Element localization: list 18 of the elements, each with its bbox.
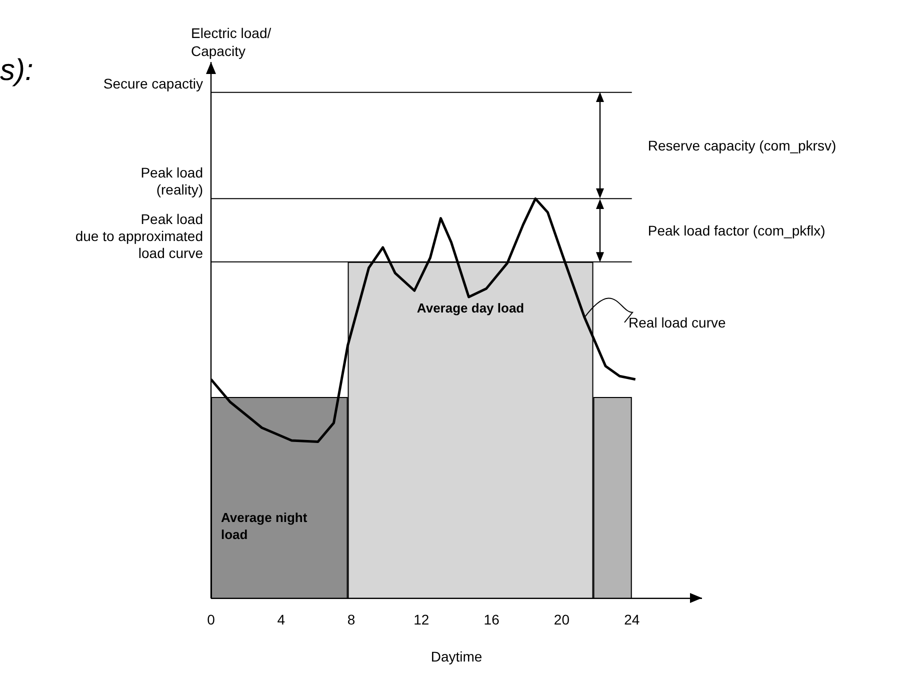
x-tick-label: 8 (347, 612, 356, 628)
x-tick-label: 12 (414, 612, 430, 628)
text: Electric load/ Capacity (191, 25, 272, 59)
text: Reserve capacity (com_pkrsv) (648, 138, 836, 154)
x-tick-label: 20 (554, 612, 570, 628)
annotation: Peak load factor (com_pkflx) (648, 222, 826, 238)
x-tick-label: 16 (484, 612, 500, 628)
ref-line-label: Peak load (reality) (140, 164, 203, 198)
annotation: Average night load (221, 510, 308, 542)
x-tick-label: 24 (624, 612, 640, 628)
annotation: Real load curve (628, 314, 726, 330)
text: s): (0, 54, 34, 87)
annotation: Average day load (416, 300, 524, 316)
ref-line-label: Peak load due to approximated load curve (75, 210, 204, 261)
ref-line-label: Secure capactiy (103, 75, 203, 92)
x-axis-title: Daytime (430, 648, 482, 664)
x-tick-label: 4 (277, 612, 286, 628)
x-tick-label: 0 (207, 612, 216, 628)
